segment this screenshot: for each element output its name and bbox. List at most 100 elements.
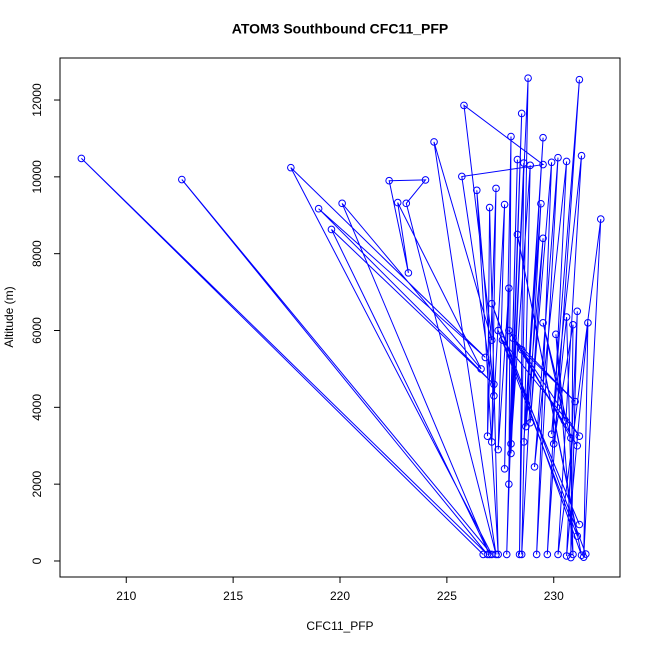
data-point xyxy=(505,480,513,488)
data-point xyxy=(402,199,411,208)
data-point xyxy=(509,334,517,342)
data-point xyxy=(483,432,492,440)
data-point xyxy=(573,441,582,450)
y-tick-label: 0 xyxy=(30,557,44,564)
data-point xyxy=(526,161,535,170)
data-point xyxy=(507,449,515,458)
data-point xyxy=(505,326,513,335)
data-point xyxy=(596,215,605,223)
data-point xyxy=(554,550,562,559)
data-point xyxy=(582,550,590,558)
y-tick-label: 8000 xyxy=(30,240,44,267)
data-point xyxy=(481,353,490,362)
data-point xyxy=(569,320,577,329)
data-point xyxy=(487,299,496,308)
data-point xyxy=(500,200,509,209)
x-tick-label: 225 xyxy=(437,589,457,603)
data-point xyxy=(520,159,528,167)
data-point xyxy=(575,432,584,440)
data-point xyxy=(483,550,492,559)
x-tick-label: 210 xyxy=(116,589,136,603)
data-point xyxy=(77,154,86,163)
data-point xyxy=(513,230,522,239)
data-point xyxy=(477,365,485,373)
data-point xyxy=(530,463,539,471)
data-point xyxy=(543,550,552,559)
data-point xyxy=(505,284,513,293)
data-point xyxy=(507,440,515,448)
data-point xyxy=(575,75,584,84)
y-axis-label: Altitude (m) xyxy=(2,286,16,347)
data-point xyxy=(573,307,582,316)
data-point xyxy=(573,532,582,540)
data-point xyxy=(539,234,547,243)
data-point xyxy=(539,160,547,169)
data-point xyxy=(547,158,556,167)
data-point xyxy=(577,151,586,160)
data-point xyxy=(575,520,584,529)
data-point xyxy=(385,176,393,185)
data-point xyxy=(522,422,530,431)
data-point xyxy=(560,416,569,425)
y-tick-label: 10000 xyxy=(30,160,44,194)
x-axis-label: CFC11_PFP xyxy=(306,619,373,633)
data-point xyxy=(490,380,498,389)
data-point xyxy=(421,176,430,184)
data-point xyxy=(494,550,502,559)
data-point xyxy=(494,326,502,335)
data-point xyxy=(393,198,402,207)
y-tick-label: 2000 xyxy=(30,470,44,497)
data-point xyxy=(472,186,481,195)
data-point xyxy=(327,225,336,234)
data-point xyxy=(571,397,579,406)
x-tick-label: 230 xyxy=(544,589,564,603)
x-tick-label: 215 xyxy=(223,589,243,603)
data-point xyxy=(314,204,323,213)
data-point xyxy=(520,438,528,446)
data-point xyxy=(178,175,186,184)
y-tick-label: 6000 xyxy=(30,317,44,344)
y-tick-label: 12000 xyxy=(30,83,44,117)
data-point xyxy=(526,418,535,427)
data-point xyxy=(500,464,509,473)
data-point xyxy=(287,163,295,172)
data-point xyxy=(547,430,556,439)
data-point xyxy=(515,550,524,559)
data-point xyxy=(513,155,522,164)
data-point xyxy=(567,434,575,442)
data-point xyxy=(552,330,560,339)
data-point xyxy=(338,199,346,208)
data-point xyxy=(517,345,526,354)
data-point xyxy=(430,138,438,146)
data-point xyxy=(458,172,466,181)
data-point xyxy=(485,203,494,212)
x-tick-label: 220 xyxy=(330,589,350,603)
y-tick-label: 4000 xyxy=(30,394,44,421)
data-point xyxy=(517,550,526,559)
data-point xyxy=(487,336,496,344)
data-point xyxy=(539,319,547,327)
data-point xyxy=(562,157,571,166)
data-point xyxy=(460,101,468,110)
data-point xyxy=(554,153,562,162)
data-point xyxy=(584,319,592,327)
chart-title: ATOM3 Southbound CFC11_PFP xyxy=(232,21,449,37)
data-point xyxy=(507,132,515,141)
data-point xyxy=(492,550,500,559)
data-point xyxy=(537,199,545,208)
data-point xyxy=(569,550,577,559)
data-point xyxy=(577,551,586,560)
data-point xyxy=(517,109,526,118)
data-point xyxy=(549,440,558,448)
data-point xyxy=(490,392,498,400)
data-point xyxy=(524,74,532,82)
data-point xyxy=(487,438,496,446)
data-line xyxy=(81,78,602,558)
data-point xyxy=(404,269,413,277)
data-point xyxy=(494,445,502,454)
data-point xyxy=(562,313,571,321)
data-point xyxy=(532,550,541,559)
data-point xyxy=(498,336,507,344)
data-point xyxy=(539,133,547,142)
